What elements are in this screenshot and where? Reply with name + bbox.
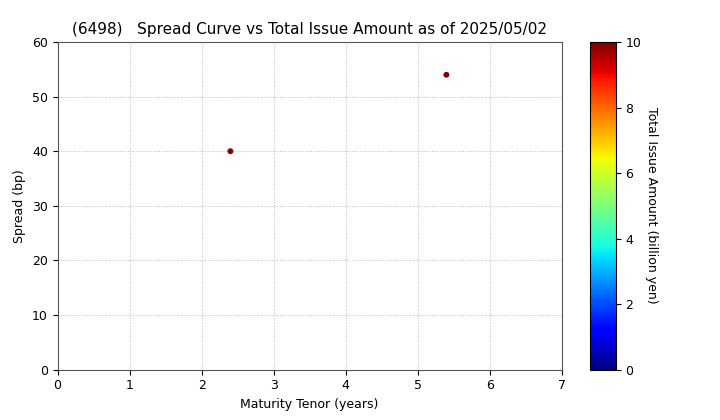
Y-axis label: Total Issue Amount (billion yen): Total Issue Amount (billion yen) [645, 108, 658, 304]
Point [441, 71, 452, 78]
X-axis label: Maturity Tenor (years): Maturity Tenor (years) [240, 398, 379, 411]
Y-axis label: Spread (bp): Spread (bp) [14, 169, 27, 243]
Title: (6498)   Spread Curve vs Total Issue Amount as of 2025/05/02: (6498) Spread Curve vs Total Issue Amoun… [72, 22, 547, 37]
Point [225, 148, 236, 155]
